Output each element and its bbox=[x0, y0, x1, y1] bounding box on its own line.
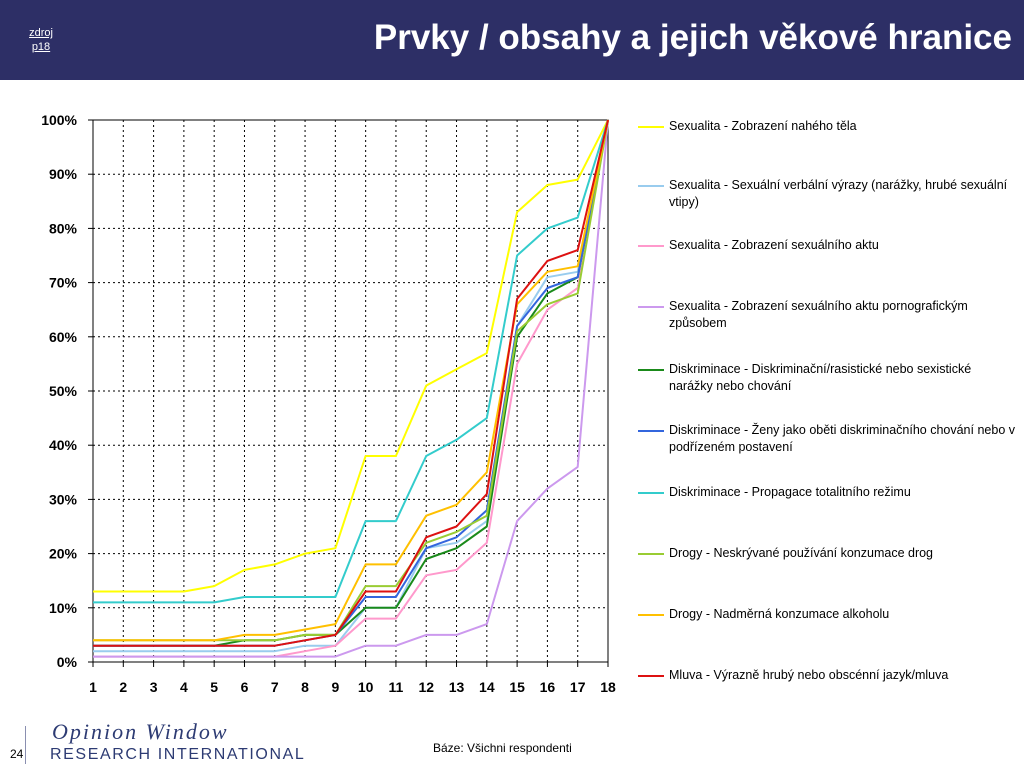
x-tick-label: 1 bbox=[89, 679, 97, 695]
legend-label: Sexualita - Zobrazení nahého těla bbox=[669, 119, 857, 133]
series-line-2 bbox=[93, 119, 609, 653]
legend-swatch bbox=[638, 614, 664, 616]
x-tick-label: 11 bbox=[389, 679, 404, 695]
x-tick-label: 16 bbox=[540, 679, 556, 695]
series-line-10 bbox=[93, 119, 609, 647]
legend-swatch bbox=[638, 185, 664, 187]
legend-label: Sexualita - Zobrazení sexuálního aktu bbox=[669, 238, 879, 252]
legend-swatch bbox=[638, 492, 664, 494]
x-tick-label: 10 bbox=[358, 679, 374, 695]
x-tick-label: 13 bbox=[449, 679, 465, 695]
legend-label: Mluva - Výrazně hrubý nebo obscénní jazy… bbox=[669, 668, 949, 682]
legend-swatch bbox=[638, 675, 664, 677]
x-tick-label: 8 bbox=[301, 679, 309, 695]
x-tick-label: 2 bbox=[119, 679, 127, 695]
y-tick-label: 20% bbox=[49, 546, 78, 562]
series-line-9 bbox=[93, 119, 609, 642]
x-tick-label: 17 bbox=[570, 679, 586, 695]
legend-swatch bbox=[638, 306, 664, 308]
legend-label: Sexualita - Zobrazení sexuálního aktu po… bbox=[669, 299, 968, 330]
legend-label: Diskriminace - Propagace totalitního rež… bbox=[669, 485, 911, 499]
x-tick-label: 3 bbox=[150, 679, 158, 695]
x-tick-label: 6 bbox=[241, 679, 249, 695]
x-tick-label: 15 bbox=[509, 679, 525, 695]
x-tick-label: 5 bbox=[210, 679, 218, 695]
base-note: Báze: Všichni respondenti bbox=[433, 741, 572, 755]
logo-research-international: RESEARCH INTERNATIONAL bbox=[50, 746, 306, 763]
page-number: 24 bbox=[10, 747, 24, 761]
legend-label: Drogy - Nadměrná konzumace alkoholu bbox=[669, 607, 890, 621]
legend-swatch bbox=[638, 126, 664, 128]
legend-swatch bbox=[638, 369, 664, 371]
x-tick-label: 12 bbox=[418, 679, 434, 695]
y-tick-label: 0% bbox=[57, 654, 78, 670]
x-tick-label: 9 bbox=[331, 679, 339, 695]
source-link[interactable]: zdroj p18 bbox=[29, 27, 53, 53]
y-tick-label: 50% bbox=[49, 383, 78, 399]
y-tick-label: 80% bbox=[49, 220, 78, 236]
legend-label: Drogy - Neskrývané používání konzumace d… bbox=[669, 546, 934, 560]
legend-swatch bbox=[638, 245, 664, 247]
series-line-7 bbox=[93, 119, 609, 604]
y-tick-label: 30% bbox=[49, 491, 78, 507]
series-line-4 bbox=[93, 119, 609, 658]
x-tick-label: 4 bbox=[180, 679, 188, 695]
y-tick-label: 40% bbox=[49, 437, 78, 453]
legend-swatch bbox=[638, 553, 664, 555]
y-tick-label: 90% bbox=[49, 166, 78, 182]
legend-label: Diskriminace - Diskriminační/rasistické … bbox=[669, 362, 972, 393]
series-line-1 bbox=[93, 119, 609, 593]
x-tick-label: 18 bbox=[600, 679, 616, 695]
page-title: Prvky / obsahy a jejich věkové hranice bbox=[373, 18, 1012, 57]
y-tick-label: 10% bbox=[49, 600, 78, 616]
plot-area bbox=[92, 119, 609, 663]
y-tick-label: 70% bbox=[49, 275, 78, 291]
title-bar bbox=[0, 0, 1024, 80]
legend-label: Diskriminace - Ženy jako oběti diskrimin… bbox=[669, 423, 1015, 454]
y-tick-label: 100% bbox=[41, 112, 77, 128]
x-tick-label: 7 bbox=[271, 679, 279, 695]
legend-swatch bbox=[638, 430, 664, 432]
logo-opinion-window: Opinion Window bbox=[52, 719, 229, 744]
y-tick-label: 60% bbox=[49, 329, 78, 345]
legend-label: Sexualita - Sexuální verbální výrazy (na… bbox=[669, 178, 1008, 209]
x-tick-label: 14 bbox=[479, 679, 495, 695]
logo-divider bbox=[25, 726, 26, 764]
